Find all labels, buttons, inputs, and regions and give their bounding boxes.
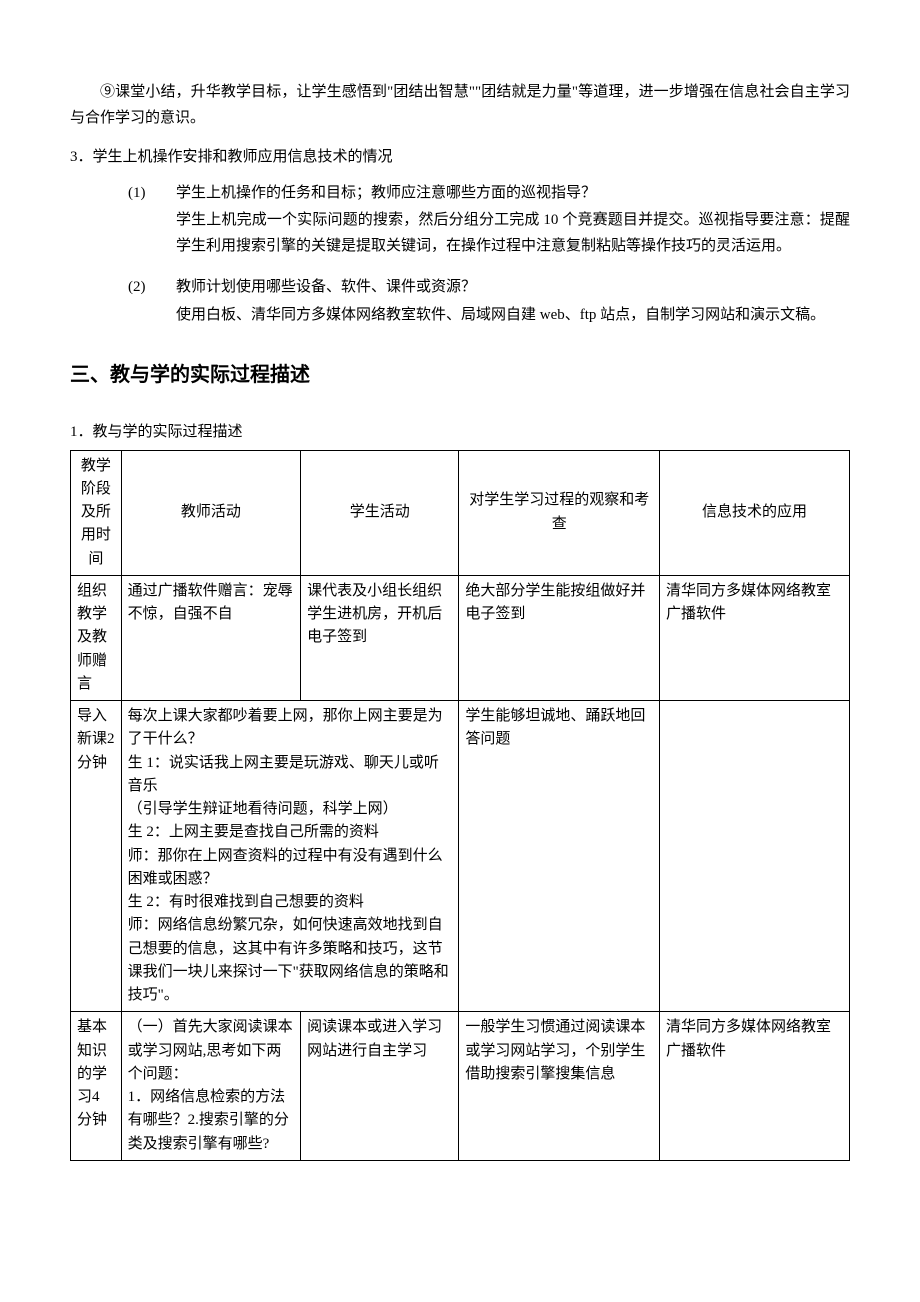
table-row: 基本知识的学习4 分钟 （一）首先大家阅读课本或学习网站,思考如下两个问题： 1… xyxy=(71,1012,850,1161)
table-row: 导入新课2 分钟 每次上课大家都吵着要上网，那你上网主要是为了干什么？ 生 1：… xyxy=(71,701,850,1012)
ordered-list-section3: (1) 学生上机操作的任务和目标；教师应注意哪些方面的巡视指导？ 学生上机完成一… xyxy=(70,181,850,329)
cell-teacher: 通过广播软件赠言：宠辱不惊，自强不自 xyxy=(121,575,300,700)
cell-tech: 清华同方多媒体网络教室广播软件 xyxy=(659,1012,849,1161)
cell-tech: 清华同方多媒体网络教室广播软件 xyxy=(659,575,849,700)
cell-observe: 学生能够坦诚地、踊跃地回答问题 xyxy=(459,701,660,1012)
section-heading-3: 三、教与学的实际过程描述 xyxy=(70,358,850,392)
cell-stage: 基本知识的学习4 分钟 xyxy=(71,1012,122,1161)
table-header-row: 教学阶段及所用时间 教师活动 学生活动 对学生学习过程的观察和考查 信息技术的应… xyxy=(71,450,850,575)
cell-stage: 组织教学及教师赠言 xyxy=(71,575,122,700)
list-item-answer: 使用白板、清华同方多媒体网络教室软件、局域网自建 web、ftp 站点，自制学习… xyxy=(176,303,850,329)
list-marker: (1) xyxy=(128,181,176,260)
list-item: (2) 教师计划使用哪些设备、软件、课件或资源？ 使用白板、清华同方多媒体网络教… xyxy=(128,275,850,328)
cell-student: 课代表及小组长组织学生进机房，开机后电子签到 xyxy=(301,575,459,700)
th-stage: 教学阶段及所用时间 xyxy=(71,450,122,575)
section3-title: 3．学生上机操作安排和教师应用信息技术的情况 xyxy=(70,145,850,171)
list-marker: (2) xyxy=(128,275,176,328)
cell-stage: 导入新课2 分钟 xyxy=(71,701,122,1012)
cell-tech xyxy=(659,701,849,1012)
th-tech: 信息技术的应用 xyxy=(659,450,849,575)
list-item-question: 学生上机操作的任务和目标；教师应注意哪些方面的巡视指导？ xyxy=(176,181,850,207)
list-item: (1) 学生上机操作的任务和目标；教师应注意哪些方面的巡视指导？ 学生上机完成一… xyxy=(128,181,850,260)
summary-paragraph: ⑨课堂小结，升华教学目标，让学生感悟到"团结出智慧""团结就是力量"等道理，进一… xyxy=(70,80,850,131)
teaching-process-table: 教学阶段及所用时间 教师活动 学生活动 对学生学习过程的观察和考查 信息技术的应… xyxy=(70,450,850,1161)
list-item-answer: 学生上机完成一个实际问题的搜索，然后分组分工完成 10 个竞赛题目并提交。巡视指… xyxy=(176,208,850,259)
table-row: 组织教学及教师赠言 通过广播软件赠言：宠辱不惊，自强不自 课代表及小组长组织学生… xyxy=(71,575,850,700)
th-observe: 对学生学习过程的观察和考查 xyxy=(459,450,660,575)
th-student: 学生活动 xyxy=(301,450,459,575)
table-caption: 1．教与学的实际过程描述 xyxy=(70,420,850,446)
cell-student: 阅读课本或进入学习网站进行自主学习 xyxy=(301,1012,459,1161)
cell-teacher: （一）首先大家阅读课本或学习网站,思考如下两个问题： 1．网络信息检索的方法有哪… xyxy=(121,1012,300,1161)
th-teacher: 教师活动 xyxy=(121,450,300,575)
cell-merged-teacher-student: 每次上课大家都吵着要上网，那你上网主要是为了干什么？ 生 1：说实话我上网主要是… xyxy=(121,701,459,1012)
cell-observe: 一般学生习惯通过阅读课本或学习网站学习，个别学生借助搜索引擎搜集信息 xyxy=(459,1012,660,1161)
list-item-question: 教师计划使用哪些设备、软件、课件或资源？ xyxy=(176,275,850,301)
cell-observe: 绝大部分学生能按组做好并电子签到 xyxy=(459,575,660,700)
